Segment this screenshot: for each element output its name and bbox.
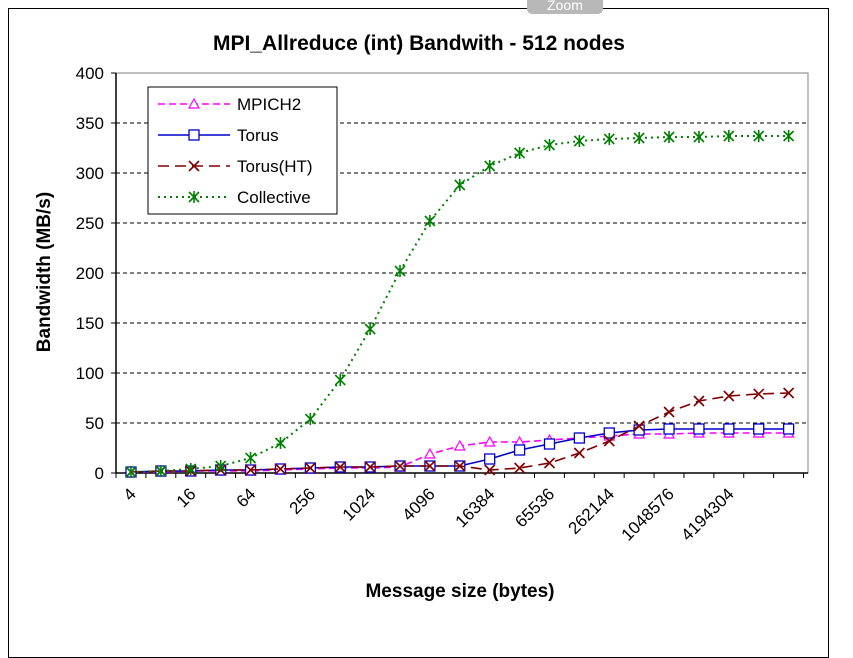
data-point bbox=[215, 460, 227, 472]
legend-label: Torus(HT) bbox=[237, 157, 313, 176]
data-point bbox=[125, 466, 137, 478]
legend: MPICH2 Torus Torus(HT) Collective bbox=[147, 86, 338, 215]
data-point bbox=[364, 323, 376, 335]
data-point bbox=[723, 390, 735, 402]
series-layer bbox=[124, 130, 795, 478]
chart: MPI_Allreduce (int) Bandwith - 512 nodes… bbox=[34, 32, 809, 602]
data-point bbox=[188, 160, 200, 172]
data-point bbox=[513, 444, 526, 456]
data-point bbox=[424, 460, 436, 472]
y-tick-label: 0 bbox=[95, 464, 104, 483]
data-point bbox=[394, 265, 406, 277]
data-point bbox=[155, 465, 167, 477]
legend-label: Torus bbox=[237, 126, 279, 145]
data-point bbox=[693, 131, 705, 143]
data-point bbox=[663, 131, 675, 143]
data-point bbox=[304, 462, 316, 474]
legend-box bbox=[147, 86, 338, 215]
data-point bbox=[782, 423, 795, 435]
data-point bbox=[453, 439, 466, 451]
data-point bbox=[573, 135, 585, 147]
data-point bbox=[603, 427, 615, 439]
data-point bbox=[723, 130, 735, 142]
data-point bbox=[543, 438, 556, 450]
legend-label: MPICH2 bbox=[237, 95, 301, 114]
axes bbox=[111, 72, 808, 478]
data-point bbox=[633, 132, 645, 144]
data-point bbox=[188, 191, 200, 203]
data-point bbox=[514, 147, 526, 159]
x-tick-labels: 4 16 64 256 1024 4096 16384 65536 262144 1048576 4… bbox=[120, 484, 738, 544]
y-tick-label: 150 bbox=[76, 314, 104, 333]
data-point bbox=[245, 452, 257, 464]
data-point bbox=[274, 437, 287, 449]
data-point bbox=[753, 423, 765, 435]
data-point bbox=[394, 460, 406, 472]
x-tick-label: 64 bbox=[233, 484, 260, 511]
data-point bbox=[603, 133, 615, 145]
data-point bbox=[483, 435, 496, 447]
data-point bbox=[334, 374, 346, 386]
data-point bbox=[783, 387, 795, 399]
x-tick-label: 256 bbox=[286, 484, 319, 517]
y-tick-label: 350 bbox=[76, 114, 104, 133]
data-point bbox=[603, 435, 615, 447]
x-tick-label: 1048576 bbox=[618, 484, 678, 544]
y-tick-labels: 0 50 100 150 200 250 300 350 400 bbox=[76, 64, 104, 483]
data-point bbox=[424, 215, 436, 227]
data-point bbox=[484, 453, 496, 465]
series-collective bbox=[125, 130, 795, 478]
data-point bbox=[274, 463, 287, 475]
x-tick-label: 262144 bbox=[565, 484, 619, 538]
data-point bbox=[663, 406, 675, 418]
data-point bbox=[454, 179, 466, 191]
data-point bbox=[693, 423, 705, 435]
x-tick-label: 16384 bbox=[452, 484, 499, 531]
data-point bbox=[514, 462, 526, 474]
data-point bbox=[753, 388, 765, 400]
legend-label: Collective bbox=[237, 188, 311, 207]
data-point bbox=[663, 423, 675, 435]
legend-entry: MPICH2 bbox=[158, 95, 301, 114]
x-tick-label: 1024 bbox=[339, 484, 379, 524]
y-tick-label: 100 bbox=[76, 364, 104, 383]
data-point bbox=[633, 420, 645, 432]
y-tick-label: 250 bbox=[76, 214, 104, 233]
data-point bbox=[484, 464, 496, 476]
data-point bbox=[543, 457, 556, 469]
y-tick-label: 400 bbox=[76, 64, 104, 83]
data-point bbox=[364, 461, 376, 473]
x-tick-label: 4096 bbox=[399, 484, 439, 524]
x-tick-label: 4194304 bbox=[677, 484, 737, 544]
legend-entry: Torus bbox=[158, 126, 279, 145]
y-axis-label: Bandwidth (MB/s) bbox=[34, 192, 55, 352]
data-point bbox=[334, 461, 346, 473]
data-point bbox=[484, 160, 496, 172]
y-tick-label: 200 bbox=[76, 264, 104, 283]
data-point bbox=[543, 139, 556, 151]
data-point bbox=[573, 432, 586, 444]
data-point bbox=[304, 413, 316, 425]
x-tick-label: 4 bbox=[120, 484, 140, 504]
data-point bbox=[245, 464, 257, 476]
data-point bbox=[454, 460, 466, 472]
x-tick-label: 16 bbox=[173, 484, 200, 511]
x-tick-label: 65536 bbox=[511, 484, 558, 531]
data-point bbox=[783, 130, 795, 142]
data-point bbox=[693, 395, 705, 407]
data-point bbox=[753, 130, 765, 142]
y-tick-label: 50 bbox=[85, 414, 104, 433]
data-point bbox=[188, 129, 200, 141]
zoom-button[interactable]: Zoom bbox=[527, 0, 603, 14]
x-axis-label: Message size (bytes) bbox=[365, 581, 554, 602]
data-point bbox=[423, 447, 436, 459]
chart-title: MPI_Allreduce (int) Bandwith - 512 nodes bbox=[213, 32, 625, 55]
y-tick-label: 300 bbox=[76, 164, 104, 183]
data-point bbox=[723, 423, 735, 435]
data-point bbox=[187, 97, 201, 109]
legend-entry: Torus(HT) bbox=[158, 157, 313, 176]
data-point bbox=[185, 463, 197, 475]
data-point bbox=[573, 447, 585, 459]
legend-entry: Collective bbox=[158, 188, 311, 207]
